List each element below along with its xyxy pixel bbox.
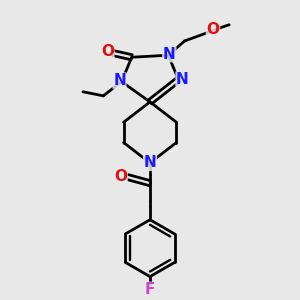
Text: O: O xyxy=(206,22,220,37)
Text: N: N xyxy=(113,73,126,88)
Text: N: N xyxy=(176,72,189,87)
Text: F: F xyxy=(145,282,155,297)
Text: N: N xyxy=(163,47,176,62)
Text: O: O xyxy=(114,169,127,184)
Text: O: O xyxy=(101,44,114,59)
Text: N: N xyxy=(144,155,156,170)
